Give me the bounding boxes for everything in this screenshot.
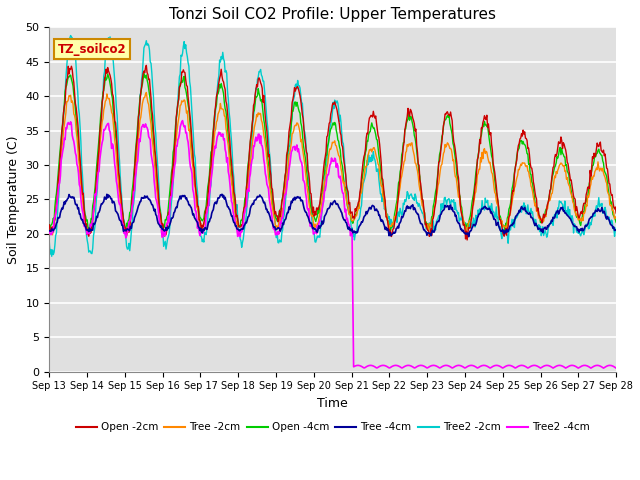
X-axis label: Time: Time bbox=[317, 397, 348, 410]
Text: TZ_soilco2: TZ_soilco2 bbox=[58, 43, 127, 56]
Y-axis label: Soil Temperature (C): Soil Temperature (C) bbox=[7, 135, 20, 264]
Legend: Open -2cm, Tree -2cm, Open -4cm, Tree -4cm, Tree2 -2cm, Tree2 -4cm: Open -2cm, Tree -2cm, Open -4cm, Tree -4… bbox=[72, 418, 594, 436]
Title: Tonzi Soil CO2 Profile: Upper Temperatures: Tonzi Soil CO2 Profile: Upper Temperatur… bbox=[169, 7, 496, 22]
